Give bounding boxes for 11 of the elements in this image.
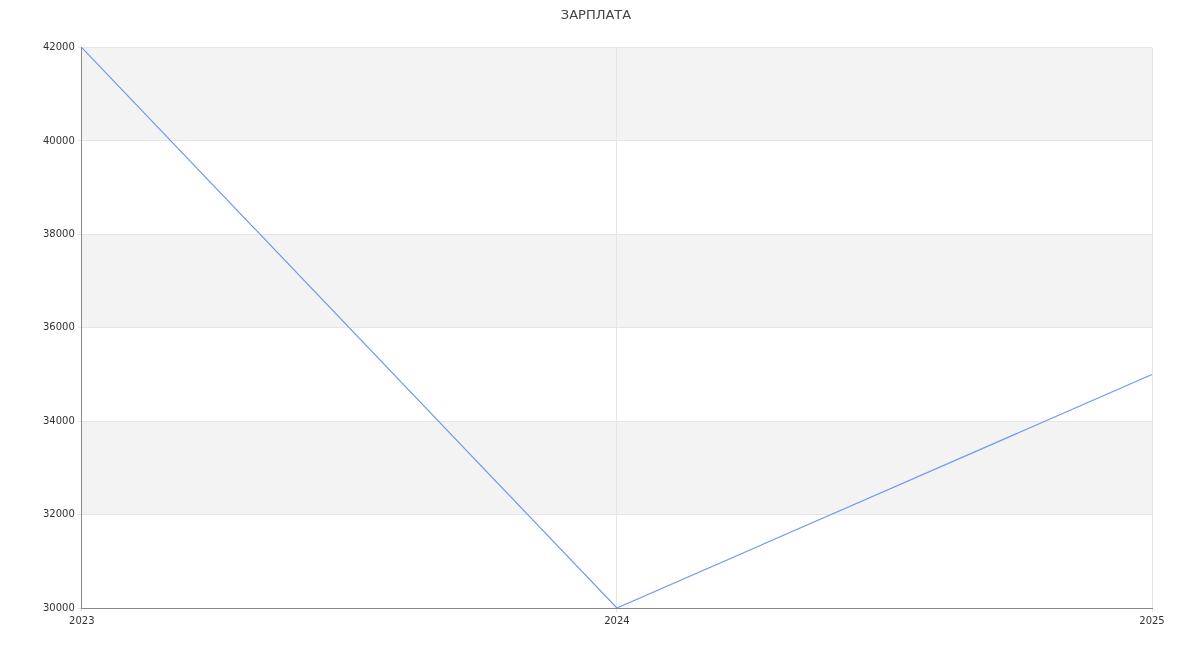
x-tick-label: 2024 (604, 614, 630, 626)
y-tick-label: 34000 (43, 414, 75, 426)
y-tick-label: 42000 (43, 41, 75, 53)
y-tick-label: 38000 (43, 227, 75, 239)
y-tick-label: 32000 (43, 508, 75, 520)
y-tick-label: 30000 (43, 601, 75, 613)
x-tick-label: 2025 (1139, 614, 1165, 626)
y-tick-label: 36000 (43, 321, 75, 333)
x-tick-label: 2023 (69, 614, 95, 626)
y-tick-label: 40000 (43, 134, 75, 146)
chart-title: ЗАРПЛАТА (560, 7, 632, 23)
